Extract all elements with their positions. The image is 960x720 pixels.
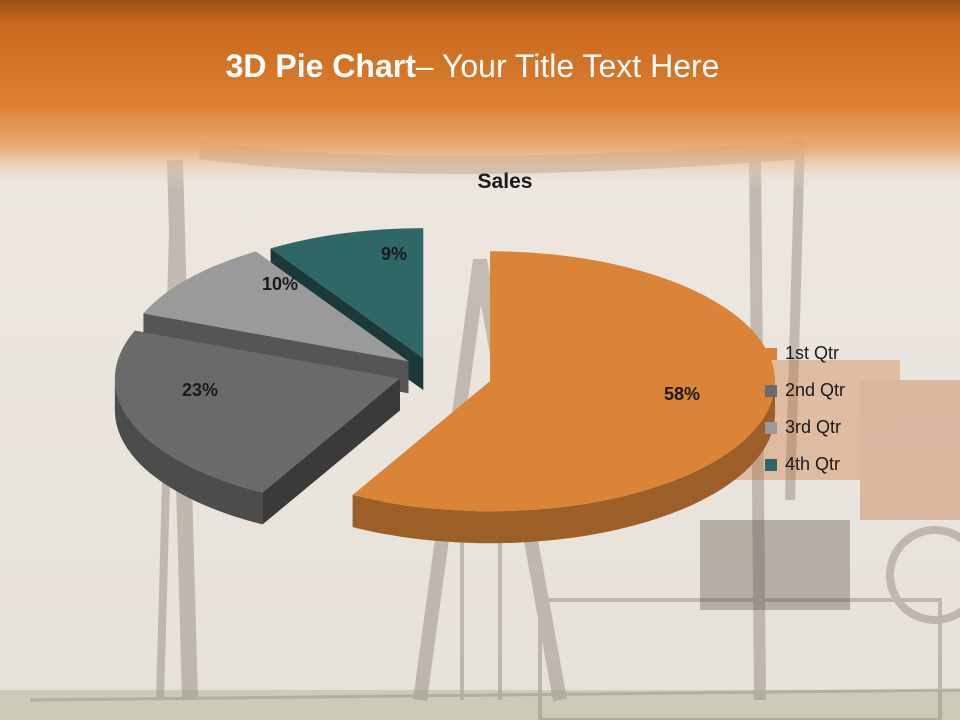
chart-legend: 1st Qtr 2nd Qtr 3rd Qtr 4th Qtr [765,335,845,483]
slice-top-face [114,330,400,493]
data-label-2: 23% [182,380,218,400]
legend-item-1: 1st Qtr [765,335,845,372]
legend-swatch [765,458,777,471]
legend-item-3: 3rd Qtr [765,409,845,446]
legend-swatch [765,421,777,434]
data-label-4: 9% [381,244,407,264]
legend-label: 1st Qtr [785,343,840,363]
chart-title: Sales [478,170,533,193]
slide-title: 3D Pie Chart– Your Title Text Here [0,48,945,85]
pie-slice-2 [114,330,400,525]
legend-label: 4th Qtr [785,454,841,474]
slice-side-wall [262,378,400,525]
legend-swatch [765,347,777,360]
legend-item-4: 4th Qtr [765,446,845,483]
title-rest-part: – Your Title Text Here [415,48,720,84]
slice-top-face [352,251,776,512]
data-label-3: 10% [262,274,298,294]
slice-top-face [143,251,409,362]
pie-slice-1 [352,251,776,544]
slice-outer-wall [114,378,263,525]
slice-top-face [270,228,424,359]
legend-swatch [765,384,777,397]
title-bold-part: 3D Pie Chart [225,48,416,84]
legend-label: 2nd Qtr [785,380,846,400]
legend-item-2: 2nd Qtr [765,372,845,409]
data-label-1: 58% [664,384,700,404]
legend-label: 3rd Qtr [785,417,842,437]
slice-outer-wall [352,381,776,544]
